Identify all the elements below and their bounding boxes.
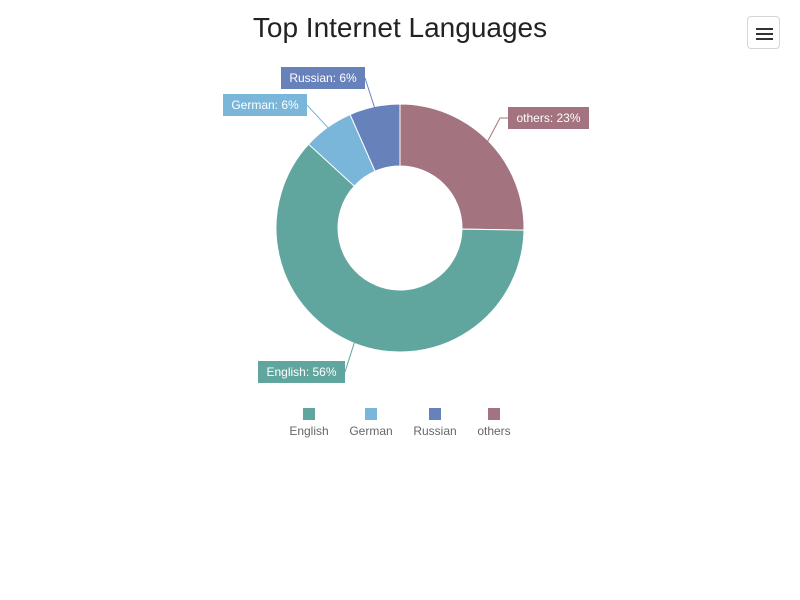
donut-slices bbox=[275, 103, 525, 353]
legend-swatch-russian bbox=[429, 408, 441, 420]
legend-item-others[interactable]: others bbox=[477, 408, 511, 438]
chart-title: Top Internet Languages bbox=[252, 12, 548, 43]
data-label-russian: Russian: 6% bbox=[289, 71, 357, 85]
legend-swatch-english bbox=[303, 408, 315, 420]
callout-box-russian bbox=[281, 67, 365, 89]
legend-item-english[interactable]: English bbox=[289, 408, 329, 438]
legend-label-others: others bbox=[477, 424, 510, 438]
data-label-english: English: 56% bbox=[266, 365, 336, 379]
slice-others[interactable] bbox=[399, 103, 525, 231]
slice-russian[interactable] bbox=[349, 103, 401, 172]
callout-line-english bbox=[344, 341, 356, 373]
legend-label-russian: Russian bbox=[413, 424, 456, 438]
legend-item-german[interactable]: German bbox=[349, 408, 393, 438]
callout-line-german bbox=[306, 104, 330, 130]
legend-label-german: German bbox=[349, 424, 392, 438]
data-label-others: others: 23% bbox=[516, 111, 580, 125]
legend-swatch-others bbox=[488, 408, 500, 420]
callout-box-others bbox=[508, 107, 589, 129]
slice-labels: others: 23% English: 56% German: 6% Russian… bbox=[223, 67, 589, 383]
callout-box-german bbox=[223, 94, 307, 116]
legend-item-russian[interactable]: Russian bbox=[413, 408, 457, 438]
callout-box-english bbox=[258, 361, 345, 383]
legend-label-english: English bbox=[289, 424, 328, 438]
data-label-german: German: 6% bbox=[231, 98, 299, 112]
slice-english[interactable] bbox=[275, 143, 525, 353]
chart-menu-button[interactable] bbox=[747, 16, 780, 49]
legend-swatch-german bbox=[365, 408, 377, 420]
chart-legend: English German Russian others bbox=[289, 408, 511, 438]
callout-line-russian bbox=[364, 77, 376, 109]
callout-line-others bbox=[486, 117, 508, 143]
